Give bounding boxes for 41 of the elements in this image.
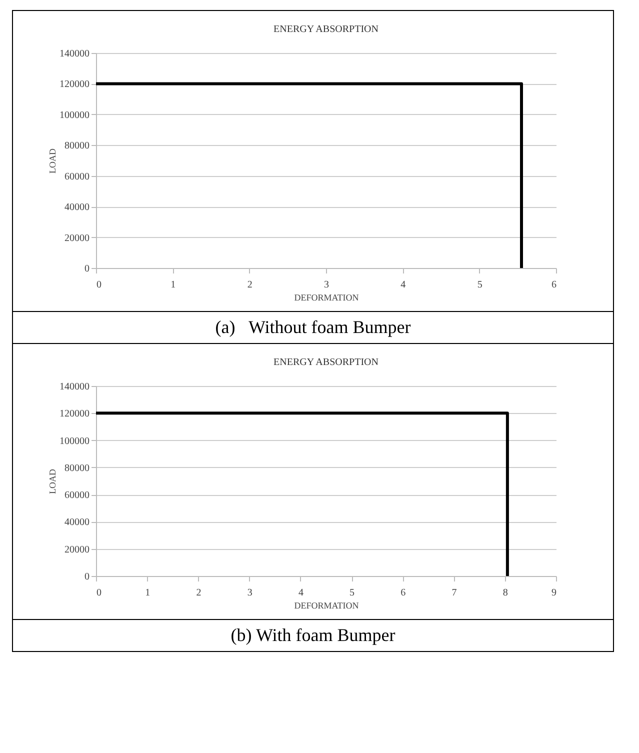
x-tick-label: 1	[145, 588, 150, 598]
y-tick-label: 140000	[60, 382, 90, 392]
y-tick-label: 120000	[60, 79, 90, 90]
y-tick-label: 120000	[60, 408, 90, 420]
y-tick-label: 0	[84, 264, 90, 274]
chart-title: ENERGY ABSORPTION	[274, 24, 378, 35]
x-tick-label: 4	[400, 280, 406, 290]
text: (a) Without foam Bumper	[12, 311, 614, 343]
y-axis-title: LOAD	[48, 468, 58, 494]
y-tick-label: 140000	[60, 48, 90, 60]
x-tick-label: 7	[452, 588, 457, 598]
x-tick-label: 9	[552, 588, 556, 598]
y-tick-label: 60000	[64, 171, 90, 182]
chart-title: ENERGY ABSORPTION	[274, 357, 378, 368]
x-tick-label: 1	[170, 280, 176, 290]
x-tick-label: 5	[350, 588, 355, 598]
y-tick-label: 100000	[60, 436, 90, 447]
x-axis-title: DEFORMATION	[294, 600, 360, 610]
y-tick-label: 100000	[60, 110, 90, 121]
x-tick-label: 4	[298, 588, 304, 598]
x-tick-label: 2	[196, 588, 202, 598]
x-tick-label: 0	[96, 588, 102, 598]
x-tick-label: 8	[502, 588, 508, 598]
y-tick-label: 0	[84, 572, 90, 582]
x-tick-label: 5	[477, 280, 482, 290]
x-tick-label: 3	[324, 280, 329, 290]
y-tick-label: 60000	[64, 490, 90, 502]
y-tick-label: 20000	[64, 232, 90, 244]
y-tick-label: 40000	[64, 202, 90, 214]
x-tick-label: 0	[96, 280, 102, 290]
y-axis-title: LOAD	[48, 148, 58, 174]
x-tick-label: 2	[247, 280, 252, 290]
text: (b) With foam Bumper	[12, 619, 614, 652]
y-tick-label: 80000	[64, 140, 90, 152]
y-tick-label: 80000	[64, 462, 90, 474]
x-tick-label: 6	[400, 588, 406, 598]
y-tick-label: 20000	[64, 544, 90, 556]
x-tick-label: 6	[552, 280, 556, 290]
x-axis-title: DEFORMATION	[294, 292, 360, 302]
x-tick-label: 3	[247, 588, 252, 598]
y-tick-label: 40000	[64, 517, 90, 528]
